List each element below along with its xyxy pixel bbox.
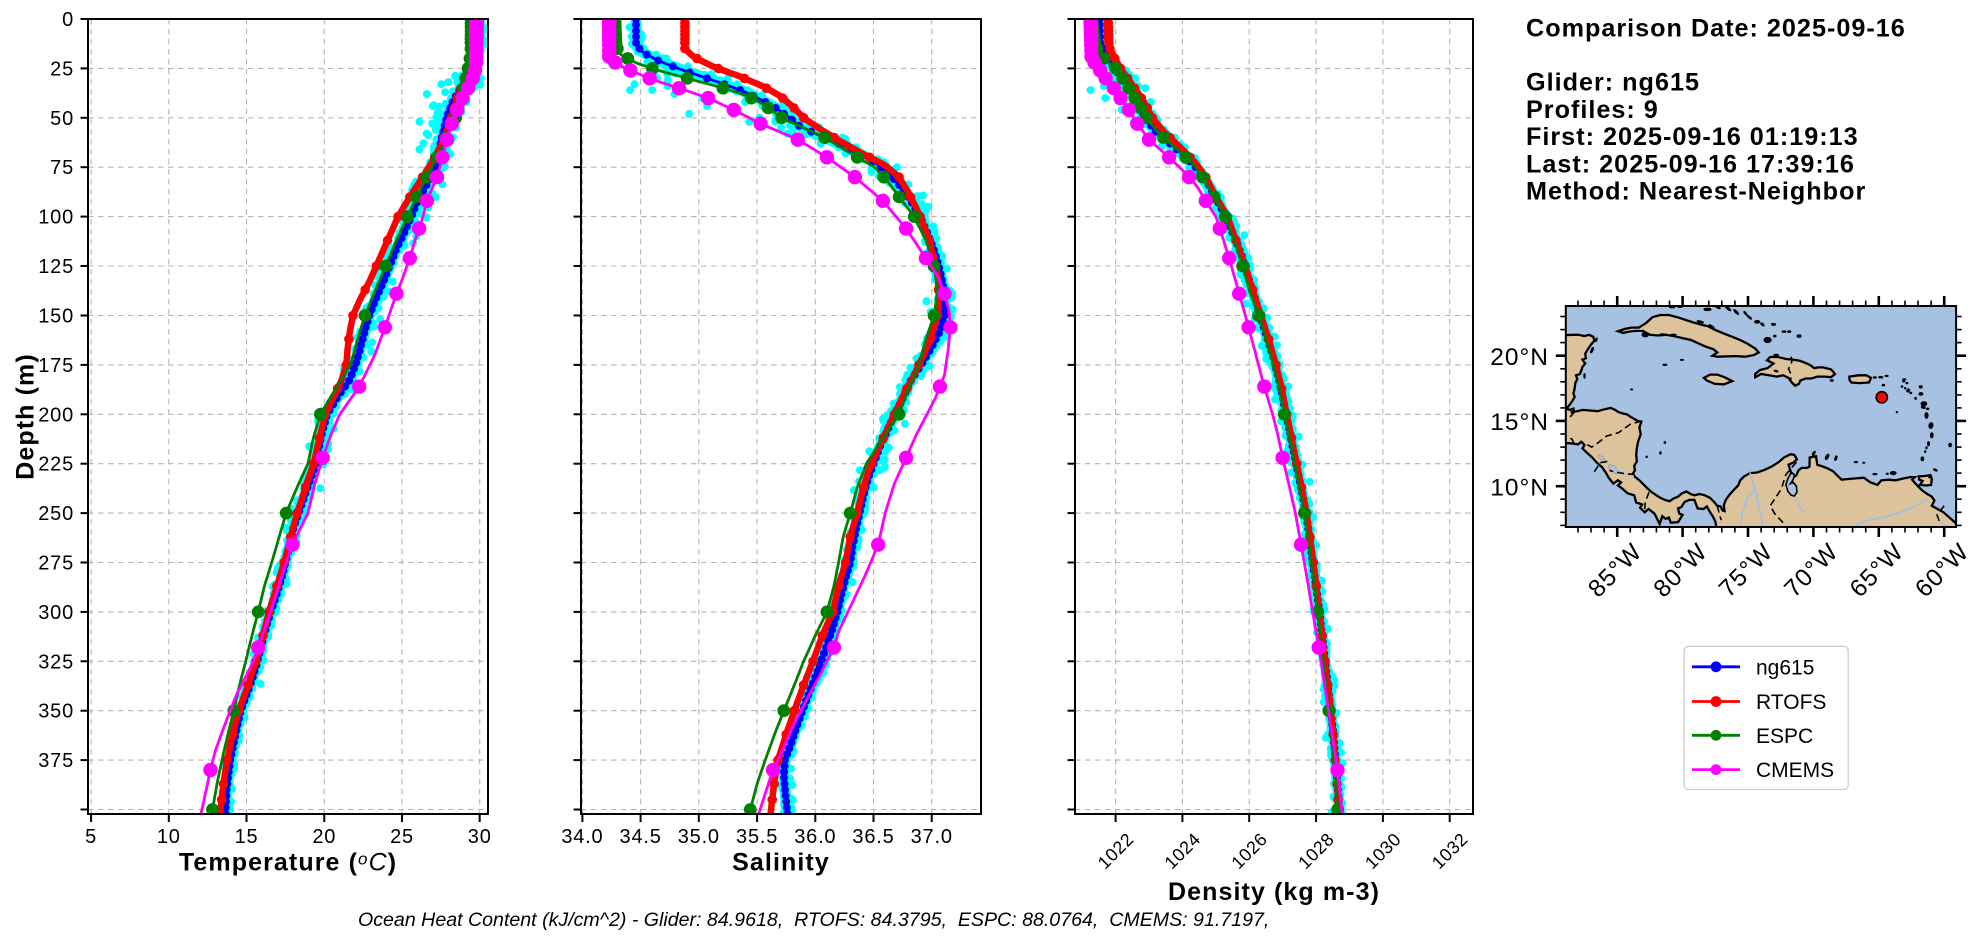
svg-text:34.5: 34.5 <box>620 826 662 848</box>
svg-text:Method: Nearest-Neighbor: Method: Nearest-Neighbor <box>1526 178 1866 206</box>
svg-text:20°N: 20°N <box>1490 344 1549 371</box>
svg-text:RTOFS: RTOFS <box>1756 691 1826 714</box>
svg-text:350: 350 <box>38 701 74 723</box>
svg-text:Depth (m): Depth (m) <box>12 353 40 480</box>
svg-text:Comparison Date: 2025-09-16: Comparison Date: 2025-09-16 <box>1526 14 1906 42</box>
svg-text:Density (kg m-3): Density (kg m-3) <box>1168 878 1380 906</box>
svg-text:30: 30 <box>468 826 492 848</box>
svg-text:25: 25 <box>390 826 414 848</box>
svg-text:ESPC: ESPC <box>1756 725 1813 748</box>
svg-text:300: 300 <box>38 602 74 624</box>
svg-text:250: 250 <box>38 503 74 525</box>
svg-text:Last: 2025-09-16 17:39:16: Last: 2025-09-16 17:39:16 <box>1526 150 1855 178</box>
svg-text:36.0: 36.0 <box>794 826 836 848</box>
svg-text:34.0: 34.0 <box>561 826 603 848</box>
svg-text:275: 275 <box>38 553 74 575</box>
svg-text:10°N: 10°N <box>1490 475 1549 502</box>
svg-text:125: 125 <box>38 256 74 278</box>
svg-text:35.5: 35.5 <box>736 826 778 848</box>
svg-text:50: 50 <box>50 108 74 130</box>
svg-text:25: 25 <box>50 58 74 80</box>
svg-text:0: 0 <box>62 9 74 31</box>
svg-text:325: 325 <box>38 651 74 673</box>
svg-text:Profiles: 9: Profiles: 9 <box>1526 96 1659 124</box>
svg-text:Ocean Heat Content (kJ/cm^2) -: Ocean Heat Content (kJ/cm^2) - Glider: 8… <box>358 909 1269 931</box>
svg-text:37.0: 37.0 <box>911 826 953 848</box>
svg-text:Salinity: Salinity <box>732 849 830 877</box>
svg-text:Glider: ng615: Glider: ng615 <box>1526 69 1700 97</box>
svg-text:35.0: 35.0 <box>678 826 720 848</box>
svg-text:15: 15 <box>235 826 259 848</box>
svg-text:375: 375 <box>38 750 74 772</box>
svg-text:175: 175 <box>38 355 74 377</box>
svg-text:200: 200 <box>38 404 74 426</box>
svg-text:15°N: 15°N <box>1490 409 1549 436</box>
svg-text:100: 100 <box>38 207 74 229</box>
svg-text:ng615: ng615 <box>1756 656 1814 679</box>
svg-text:First: 2025-09-16 01:19:13: First: 2025-09-16 01:19:13 <box>1526 123 1859 151</box>
svg-text:225: 225 <box>38 454 74 476</box>
svg-text:5: 5 <box>85 826 97 848</box>
svg-text:36.5: 36.5 <box>852 826 894 848</box>
svg-text:150: 150 <box>38 306 74 328</box>
svg-text:20: 20 <box>312 826 336 848</box>
svg-text:CMEMS: CMEMS <box>1756 759 1834 782</box>
svg-text:75: 75 <box>50 157 74 179</box>
svg-text:10: 10 <box>157 826 181 848</box>
